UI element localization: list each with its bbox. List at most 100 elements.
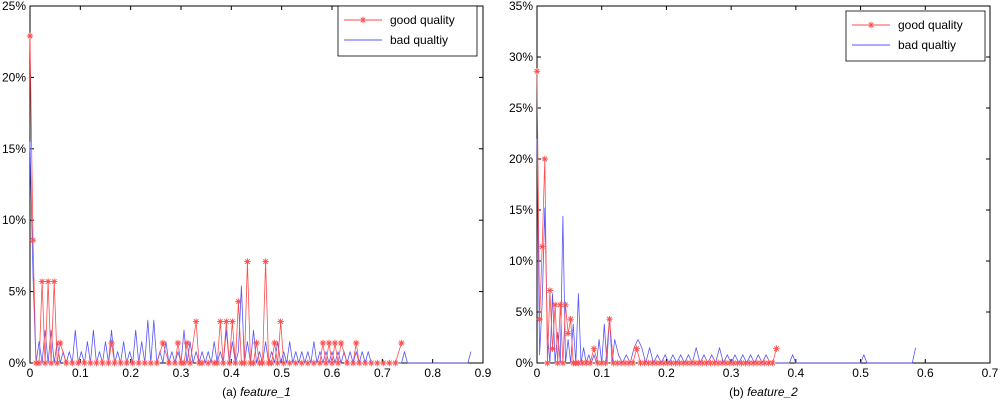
data-point-good-quality bbox=[180, 359, 188, 367]
legend-box bbox=[337, 5, 478, 57]
data-point-good-quality bbox=[322, 359, 330, 367]
data-point-good-quality bbox=[337, 339, 345, 347]
y-tick-label: 5% bbox=[516, 305, 534, 319]
data-point-good-quality bbox=[57, 339, 64, 347]
data-point-good-quality bbox=[316, 359, 324, 367]
data-point-good-quality bbox=[392, 359, 399, 367]
data-point-good-quality bbox=[75, 359, 82, 367]
data-point-good-quality bbox=[672, 359, 679, 367]
data-point-good-quality bbox=[235, 298, 242, 305]
data-point-good-quality bbox=[703, 359, 710, 367]
y-tick-label: 0% bbox=[9, 356, 27, 370]
data-point-good-quality bbox=[773, 345, 780, 352]
data-point-good-quality bbox=[715, 359, 722, 367]
data-point-good-quality bbox=[147, 359, 154, 367]
data-point-good-quality bbox=[680, 359, 687, 367]
x-tick-label: 0 bbox=[27, 366, 34, 380]
data-point-good-quality bbox=[81, 359, 88, 367]
data-point-good-quality bbox=[135, 359, 142, 367]
data-point-good-quality bbox=[69, 359, 76, 367]
data-point-good-quality bbox=[668, 359, 675, 367]
data-point-good-quality bbox=[554, 359, 561, 367]
data-point-good-quality bbox=[625, 359, 633, 367]
data-point-good-quality bbox=[557, 301, 564, 309]
data-point-good-quality bbox=[541, 155, 548, 163]
data-point-good-quality bbox=[590, 345, 598, 352]
data-point-good-quality bbox=[652, 359, 660, 367]
data-point-good-quality bbox=[35, 359, 43, 367]
data-point-good-quality bbox=[232, 359, 239, 367]
data-point-good-quality bbox=[174, 339, 182, 347]
x-tick-label: 0 bbox=[534, 366, 541, 380]
data-point-good-quality bbox=[63, 359, 70, 367]
x-tick-label: 0.8 bbox=[424, 366, 441, 380]
data-point-good-quality bbox=[594, 359, 602, 367]
data-point-good-quality bbox=[645, 359, 652, 367]
data-point-good-quality bbox=[695, 359, 702, 367]
data-point-good-quality bbox=[153, 359, 161, 367]
data-point-good-quality bbox=[108, 339, 115, 347]
data-point-good-quality bbox=[268, 359, 275, 367]
data-point-good-quality bbox=[244, 258, 251, 265]
data-point-good-quality bbox=[734, 359, 741, 367]
plot-area bbox=[29, 5, 484, 364]
data-point-good-quality bbox=[183, 339, 191, 347]
data-point-good-quality bbox=[214, 359, 221, 367]
legend-box bbox=[845, 10, 986, 62]
data-point-good-quality bbox=[380, 359, 387, 367]
data-point-good-quality bbox=[374, 359, 381, 367]
data-point-good-quality bbox=[253, 339, 260, 347]
data-point-good-quality bbox=[186, 359, 194, 367]
data-point-good-quality bbox=[229, 318, 236, 325]
chart-caption: (b) feature_2 bbox=[729, 385, 798, 399]
data-point-good-quality bbox=[637, 359, 644, 367]
data-point-good-quality bbox=[292, 359, 299, 367]
data-point-good-quality bbox=[648, 359, 656, 367]
data-point-good-quality bbox=[533, 68, 541, 75]
legend-label: good quality bbox=[898, 18, 963, 32]
data-point-good-quality bbox=[610, 359, 617, 367]
data-point-good-quality bbox=[582, 359, 590, 367]
data-point-good-quality bbox=[250, 359, 257, 367]
data-point-good-quality bbox=[204, 359, 212, 367]
x-tick-label: 0.2 bbox=[122, 366, 139, 380]
chart-feature-1: 0 0.1 0.2 0.3 0.4 0.5 0.6 0.7 0.8 0.9 0% 5% 10% 15% 20… bbox=[2, 0, 492, 399]
data-point-good-quality bbox=[606, 315, 613, 323]
y-tick-label: 0% bbox=[516, 356, 534, 370]
data-point-good-quality bbox=[343, 359, 351, 367]
data-point-good-quality bbox=[598, 359, 605, 367]
data-point-good-quality bbox=[711, 359, 718, 367]
caption-feature-name: feature_2 bbox=[747, 385, 798, 399]
data-point-good-quality bbox=[50, 278, 58, 285]
data-point-good-quality bbox=[546, 287, 554, 294]
data-point-good-quality bbox=[722, 359, 730, 367]
data-point-good-quality bbox=[691, 359, 699, 367]
legend-label: bad qualtiy bbox=[898, 38, 956, 52]
series-line-bad-quality bbox=[29, 141, 472, 364]
data-point-good-quality bbox=[633, 345, 640, 352]
data-point-good-quality bbox=[398, 339, 405, 347]
y-tick-label: 25% bbox=[2, 0, 26, 13]
legend: good quality bad qualtiy bbox=[845, 10, 986, 62]
data-point-good-quality bbox=[99, 359, 106, 367]
data-point-good-quality bbox=[769, 359, 776, 367]
y-tick-label: 15% bbox=[2, 142, 26, 156]
data-point-good-quality bbox=[87, 359, 94, 367]
data-point-good-quality bbox=[159, 339, 167, 347]
x-tick-label: 0.7 bbox=[982, 366, 999, 380]
data-point-good-quality bbox=[559, 359, 567, 367]
data-point-good-quality bbox=[123, 359, 130, 367]
data-point-good-quality bbox=[567, 315, 574, 323]
data-point-good-quality bbox=[551, 301, 559, 309]
data-point-good-quality bbox=[749, 359, 757, 367]
data-point-good-quality bbox=[538, 243, 546, 250]
y-tick-label: 20% bbox=[509, 152, 533, 166]
legend-marker bbox=[359, 16, 367, 24]
data-point-good-quality bbox=[26, 32, 34, 40]
x-tick-label: 0.4 bbox=[788, 366, 805, 380]
chart-caption: (a) feature_1 bbox=[222, 385, 291, 399]
legend-label: good quality bbox=[390, 13, 455, 27]
caption-prefix: (a) bbox=[222, 385, 240, 399]
data-point-good-quality bbox=[349, 359, 357, 367]
data-point-good-quality bbox=[286, 359, 293, 367]
